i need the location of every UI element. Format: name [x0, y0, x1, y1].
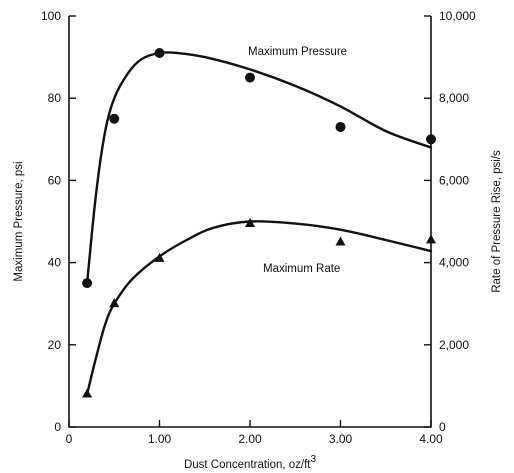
x-tick-label: 4.00	[419, 432, 443, 446]
y-left-tick-label: 100	[41, 9, 61, 23]
maximum-rate-point	[109, 298, 120, 308]
maximum-rate-point	[82, 388, 93, 398]
y-left-tick-label: 60	[48, 173, 62, 187]
x-tick-label: 1.00	[148, 432, 172, 446]
maximum-rate-point	[154, 252, 165, 262]
y-left-tick-label: 20	[48, 338, 62, 352]
maximum-pressure-point	[154, 47, 165, 58]
maximum-pressure-curve	[85, 51, 433, 285]
y-right-axis-title: Rate of Pressure Rise, psi/s	[491, 150, 503, 293]
x-tick-label: 3.00	[329, 432, 353, 446]
maximum-rate-point	[426, 234, 436, 244]
y-left-tick-label: 80	[48, 91, 62, 105]
y-right-tick-label: 4,000	[439, 256, 469, 270]
y-right-tick-label: 0	[439, 420, 446, 434]
y-left-tick-label: 0	[54, 420, 61, 434]
maximum-pressure-point	[82, 278, 93, 289]
x-axis-title-superscript: 3	[311, 454, 317, 465]
x-axis-title: Dust Concentration, oz/ft3	[184, 454, 317, 471]
y-right-tick-label: 8,000	[439, 91, 469, 105]
maximum-rate-point	[335, 236, 346, 246]
maximum-pressure-point	[335, 121, 346, 132]
maximum-pressure-label: Maximum Pressure	[248, 46, 347, 58]
maximum-pressure-point	[426, 134, 436, 145]
maximum-rate-label: Maximum Rate	[263, 263, 340, 275]
x-tick-label: 2.00	[238, 432, 262, 446]
x-tick-label: 0	[66, 432, 73, 446]
maximum-rate-point	[245, 217, 255, 227]
maximum-rate-curve	[85, 220, 433, 396]
maximum-pressure-point	[109, 113, 120, 124]
y-right-tick-label: 2,000	[439, 338, 469, 352]
y-right-tick-label: 6,000	[439, 173, 469, 187]
y-left-axis-title: Maximum Pressure, psi	[13, 161, 25, 281]
y-left-tick-label: 40	[48, 256, 62, 270]
maximum-pressure-point	[245, 72, 255, 83]
y-right-tick-label: 10,000	[439, 9, 476, 23]
